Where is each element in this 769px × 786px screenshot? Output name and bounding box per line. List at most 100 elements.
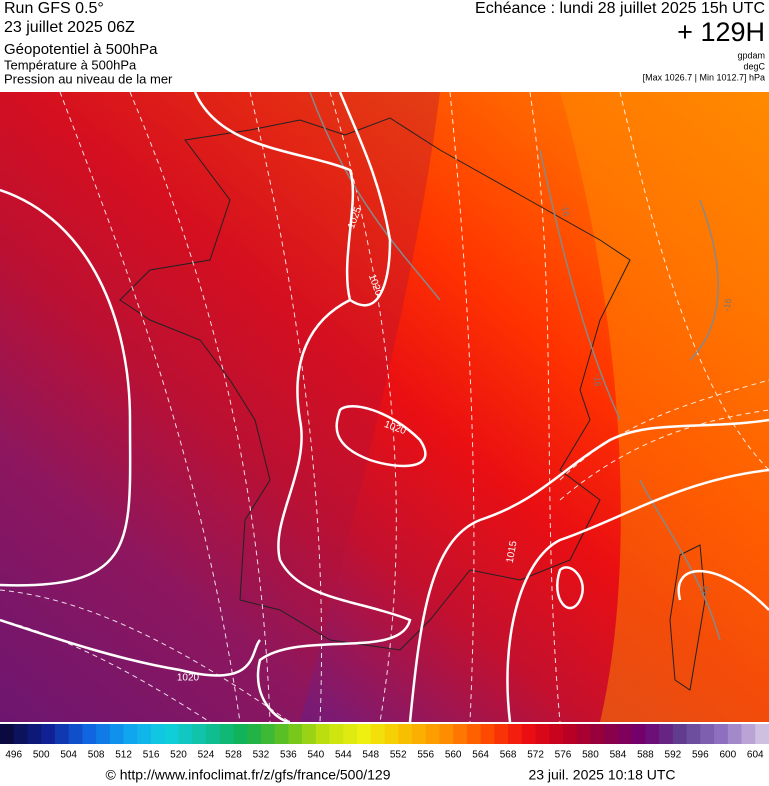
isotherm-label: -16 — [560, 203, 572, 218]
legend-swatch — [411, 724, 427, 744]
legend-label: 528 — [225, 750, 242, 761]
legend-swatch — [329, 724, 344, 744]
legend-label: 588 — [637, 750, 654, 761]
legend-label: 520 — [170, 750, 187, 761]
legend-swatch — [700, 724, 715, 744]
legend-swatch — [466, 724, 482, 744]
legend-label: 560 — [445, 750, 462, 761]
field-band — [0, 92, 440, 722]
legend-label: 536 — [280, 750, 297, 761]
legend-swatch — [27, 724, 42, 744]
isobars — [0, 92, 769, 722]
lead-time: + 129H — [677, 17, 765, 47]
legend-swatch — [164, 724, 180, 744]
legend-label: 540 — [307, 750, 324, 761]
legend-swatch — [439, 724, 454, 744]
legend-swatch — [0, 724, 15, 744]
unit: gpdam — [737, 50, 765, 60]
legend-swatch — [219, 724, 234, 744]
legend-label: 572 — [527, 750, 544, 761]
legend-swatch — [398, 724, 413, 744]
isobar-label: 1020 — [177, 673, 200, 684]
legend-swatch — [590, 724, 605, 744]
legend-swatch — [13, 724, 28, 744]
legend-swatch — [343, 724, 358, 744]
legend-swatch — [480, 724, 495, 744]
legend-label: 516 — [143, 750, 160, 761]
isobar-label: 1015 — [505, 540, 520, 564]
legend-label: 556 — [417, 750, 434, 761]
legend-swatch — [96, 724, 111, 744]
legend-swatch — [205, 724, 221, 744]
legend-swatch — [659, 724, 674, 744]
legend-swatch — [576, 724, 591, 744]
legend-swatch — [521, 724, 537, 744]
legend-swatch — [672, 724, 688, 744]
run-date: 23 juillet 2025 06Z — [4, 19, 135, 36]
legend-swatch — [68, 724, 83, 744]
legend-swatch — [82, 724, 97, 744]
timestamp: 23 juil. 2025 10:18 UTC — [528, 767, 675, 783]
legend-swatch — [192, 724, 207, 744]
forecast-time: Echéance : lundi 28 juillet 2025 15h UTC — [475, 0, 765, 17]
legend-swatch — [233, 724, 248, 744]
isotherm-16 — [309, 92, 721, 641]
field-title: Géopotentiel à 500hPa — [4, 41, 158, 58]
legend-label: 500 — [33, 750, 50, 761]
legend-label: 600 — [719, 750, 736, 761]
legend-swatch — [384, 724, 399, 744]
legend-swatch — [686, 724, 701, 744]
legend-label: 496 — [5, 750, 22, 761]
legend-label: 568 — [500, 750, 517, 761]
legend-label: 532 — [253, 750, 270, 761]
legend-label: 580 — [582, 750, 599, 761]
legend-label: 524 — [198, 750, 215, 761]
legend-label: 548 — [362, 750, 379, 761]
legend-label: 504 — [60, 750, 77, 761]
legend-swatch — [755, 724, 769, 744]
legend-label: 552 — [390, 750, 407, 761]
field-line: Pression au niveau de la mer — [4, 71, 173, 86]
legend-swatch — [370, 724, 385, 744]
legend-swatch — [123, 724, 138, 744]
legend-swatch — [549, 724, 564, 744]
legend-swatch — [494, 724, 509, 744]
legend-swatch — [288, 724, 303, 744]
legend-swatch — [151, 724, 166, 744]
legend-swatch — [535, 724, 550, 744]
legend-label: 512 — [115, 750, 132, 761]
legend-label: 576 — [555, 750, 572, 761]
legend-swatch — [645, 724, 660, 744]
legend-swatch — [563, 724, 578, 744]
source-url: © http://www.infoclimat.fr/z/gfs/france/… — [106, 767, 391, 783]
legend-swatch — [604, 724, 619, 744]
border — [669, 544, 706, 691]
field-band — [560, 92, 769, 722]
legend-swatch — [260, 724, 276, 744]
legend-swatch — [137, 724, 152, 744]
legend-swatch — [714, 724, 729, 744]
legend-label: 596 — [692, 750, 709, 761]
unit: [Max 1026.7 | Min 1012.7] hPa — [643, 72, 765, 82]
legend-swatch — [274, 724, 289, 744]
legend-swatch — [617, 724, 633, 744]
legend-swatch — [453, 724, 468, 744]
legend-label: 592 — [665, 750, 682, 761]
legend-swatch — [302, 724, 317, 744]
legend-swatch — [727, 724, 743, 744]
legend-label: 604 — [747, 750, 764, 761]
isotherm-label: -16 — [593, 373, 603, 386]
legend-label: 508 — [88, 750, 105, 761]
legend-swatch — [508, 724, 523, 744]
border — [119, 117, 631, 651]
legend-swatch — [109, 724, 125, 744]
isotherm-label: -16 — [721, 298, 733, 313]
legend-label: 584 — [610, 750, 627, 761]
legend-swatch — [178, 724, 193, 744]
legend-swatch — [425, 724, 440, 744]
legend-swatch — [315, 724, 331, 744]
legend-swatch — [54, 724, 70, 744]
legend-label: 564 — [472, 750, 489, 761]
legend-swatch — [247, 724, 262, 744]
